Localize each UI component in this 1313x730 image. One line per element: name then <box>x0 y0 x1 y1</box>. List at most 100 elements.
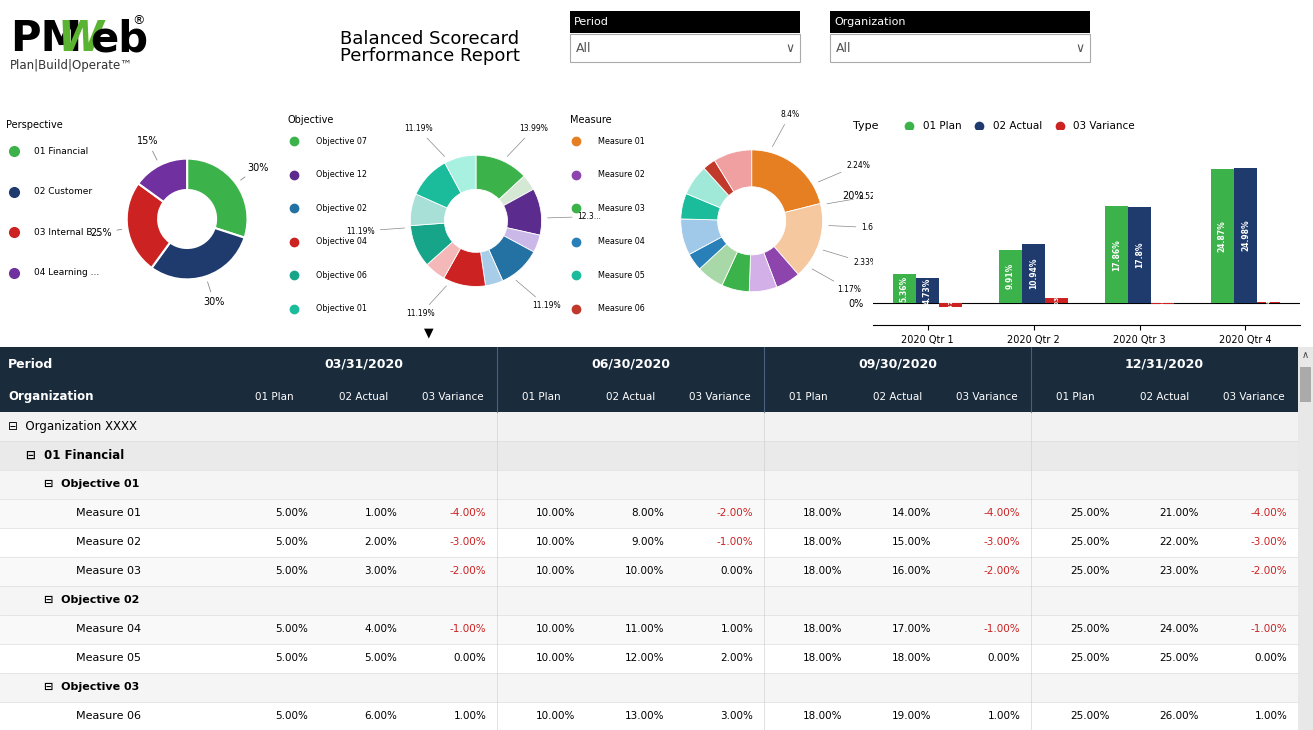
Text: BSC Objective: BSC Objective <box>379 89 467 99</box>
Text: 0.14%: 0.14% <box>1266 292 1271 314</box>
Wedge shape <box>751 150 821 212</box>
Bar <box>0 702 1299 730</box>
Text: eb: eb <box>91 18 148 60</box>
Text: Measure 05: Measure 05 <box>62 653 140 664</box>
Text: Type: Type <box>853 121 878 131</box>
Text: BSC Measure: BSC Measure <box>664 89 747 99</box>
Bar <box>0 644 1299 673</box>
Wedge shape <box>186 158 247 238</box>
Bar <box>1104 207 1128 303</box>
Text: All: All <box>836 42 852 55</box>
Text: -0.67%: -0.67% <box>948 293 953 318</box>
Text: 25.00%: 25.00% <box>1070 566 1109 576</box>
Text: 24.98%: 24.98% <box>1241 220 1250 251</box>
Text: Measure 01: Measure 01 <box>62 508 140 518</box>
Bar <box>1257 302 1280 303</box>
Text: -2.00%: -2.00% <box>1251 566 1287 576</box>
Text: 4.73%: 4.73% <box>923 277 932 304</box>
Text: ⊟  Organization XXXX: ⊟ Organization XXXX <box>8 420 137 433</box>
Text: ⊟  Objective 01: ⊟ Objective 01 <box>45 480 139 489</box>
Text: 02 Customer: 02 Customer <box>34 187 92 196</box>
Text: -4.00%: -4.00% <box>983 508 1020 518</box>
Wedge shape <box>127 183 171 268</box>
Text: 10.00%: 10.00% <box>625 566 664 576</box>
Text: 5.00%: 5.00% <box>276 624 309 634</box>
Wedge shape <box>151 228 244 280</box>
Text: Measure 06: Measure 06 <box>62 711 140 721</box>
Text: 18.00%: 18.00% <box>802 653 843 664</box>
Text: 18.00%: 18.00% <box>802 537 843 548</box>
Text: 10.00%: 10.00% <box>536 508 575 518</box>
Text: Plan, Actual and Performance: Plan, Actual and Performance <box>987 89 1173 99</box>
Text: 23.00%: 23.00% <box>1159 566 1199 576</box>
Text: Measure 03: Measure 03 <box>62 566 140 576</box>
Text: -2.00%: -2.00% <box>717 508 754 518</box>
Text: 3.00%: 3.00% <box>365 566 398 576</box>
Text: 24.87%: 24.87% <box>1217 220 1226 252</box>
Text: Organization: Organization <box>834 17 906 27</box>
Text: Measure 03: Measure 03 <box>599 204 645 213</box>
Text: 11.19%: 11.19% <box>406 286 446 318</box>
Text: 02 Actual: 02 Actual <box>339 392 389 402</box>
Wedge shape <box>700 244 738 285</box>
Text: Measure 05: Measure 05 <box>599 271 646 280</box>
Text: 5.00%: 5.00% <box>276 653 309 664</box>
Text: -0.06%: -0.06% <box>1161 291 1166 315</box>
Text: 10.00%: 10.00% <box>536 653 575 664</box>
Text: Measure 01: Measure 01 <box>599 137 645 146</box>
Bar <box>1022 244 1045 303</box>
Wedge shape <box>680 219 722 254</box>
Text: ▼: ▼ <box>424 326 433 339</box>
Text: 03 Variance: 03 Variance <box>689 392 750 402</box>
Text: 12/31/2020: 12/31/2020 <box>1125 358 1204 371</box>
Text: 18.00%: 18.00% <box>802 711 843 721</box>
Bar <box>0 382 1299 412</box>
Text: ∧: ∧ <box>1302 350 1309 360</box>
Text: 11.19%: 11.19% <box>347 226 404 236</box>
Text: Objective 07: Objective 07 <box>316 137 368 146</box>
Bar <box>0 347 1299 382</box>
Text: 25.00%: 25.00% <box>1070 711 1109 721</box>
Wedge shape <box>475 155 524 199</box>
Text: 03 Variance: 03 Variance <box>1222 392 1284 402</box>
Text: 9.00%: 9.00% <box>632 537 664 548</box>
Text: 03 Variance: 03 Variance <box>421 392 483 402</box>
Text: 8.00%: 8.00% <box>632 508 664 518</box>
Text: -2.00%: -2.00% <box>449 566 486 576</box>
Text: 25.00%: 25.00% <box>1070 508 1109 518</box>
Wedge shape <box>411 194 448 226</box>
Bar <box>1211 169 1234 303</box>
Wedge shape <box>714 150 752 192</box>
Text: 16.00%: 16.00% <box>892 566 931 576</box>
Text: 15%: 15% <box>137 136 158 160</box>
Text: ⊟  01 Financial: ⊟ 01 Financial <box>26 449 125 462</box>
Text: -3.00%: -3.00% <box>449 537 486 548</box>
Wedge shape <box>138 158 188 202</box>
Bar <box>939 303 962 307</box>
Text: 10.94%: 10.94% <box>1029 258 1039 289</box>
Text: 10.00%: 10.00% <box>536 711 575 721</box>
Text: -4.00%: -4.00% <box>449 508 486 518</box>
Text: 1.03%: 1.03% <box>1054 290 1060 311</box>
Text: 5.00%: 5.00% <box>365 653 398 664</box>
Text: -1.00%: -1.00% <box>717 537 754 548</box>
Wedge shape <box>750 253 777 292</box>
Text: 1.00%: 1.00% <box>365 508 398 518</box>
Bar <box>1128 207 1152 303</box>
Text: 03 Internal B...: 03 Internal B... <box>34 228 101 237</box>
Bar <box>0 528 1299 557</box>
Bar <box>570 11 800 33</box>
Text: 19.00%: 19.00% <box>892 711 931 721</box>
Text: 5.00%: 5.00% <box>276 537 309 548</box>
Text: 6.00%: 6.00% <box>365 711 398 721</box>
Text: 11.19%: 11.19% <box>516 280 561 310</box>
Bar <box>0 615 1299 644</box>
Text: 2.00%: 2.00% <box>365 537 398 548</box>
Text: 01 Plan: 01 Plan <box>255 392 294 402</box>
Text: Measure 06: Measure 06 <box>599 304 645 313</box>
Text: Objective 04: Objective 04 <box>316 237 368 246</box>
Text: 09/30/2020: 09/30/2020 <box>857 358 937 371</box>
Text: -1.00%: -1.00% <box>983 624 1020 634</box>
Text: 25.00%: 25.00% <box>1070 537 1109 548</box>
Text: 8.4%: 8.4% <box>772 110 800 147</box>
